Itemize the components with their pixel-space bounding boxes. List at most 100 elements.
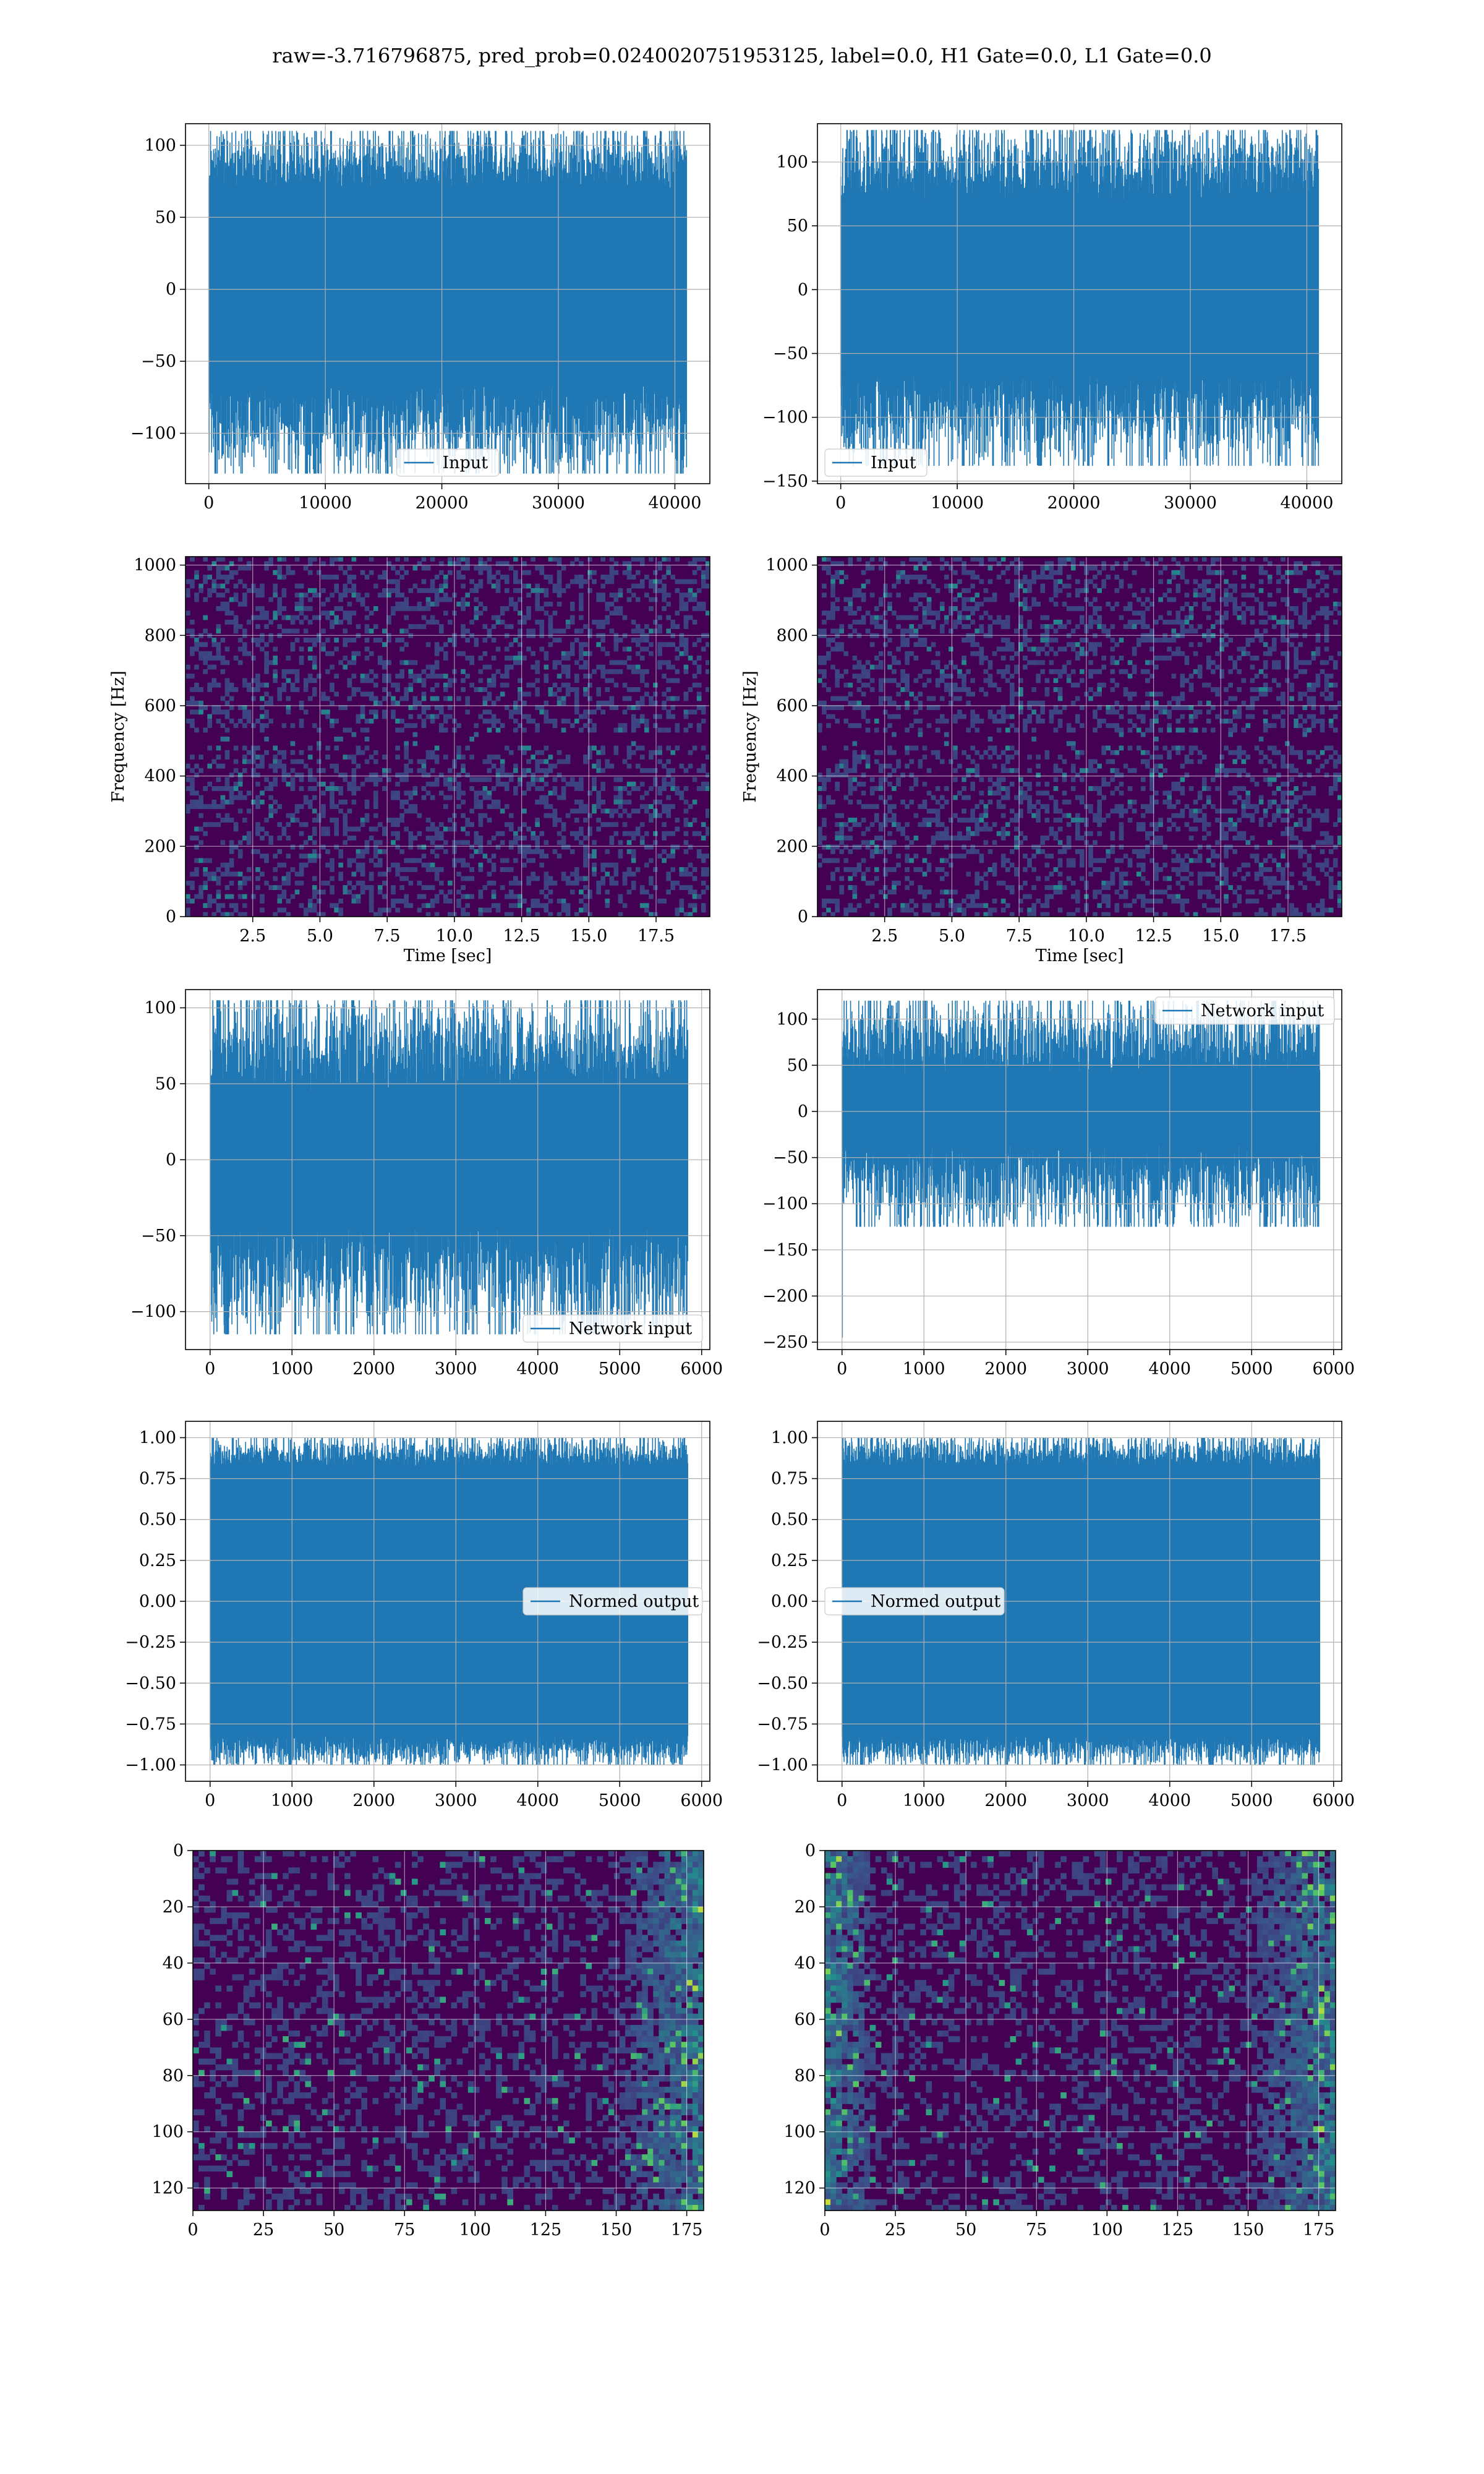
chart-r4c1: 0 1000 2000 3000 4000 5000 6000 −1.00 −0.75 −0.50…: [125, 1421, 723, 1810]
chart-r2c2: 2.5 5.0 7.5 10.0 12.5 15.0 17.5 0 200 400 600 800 10…: [741, 556, 1342, 965]
y-axis-label: Frequency [Hz]: [109, 670, 128, 802]
x-tick-label: 0: [835, 494, 846, 513]
y-tick-label: 60: [163, 2010, 184, 2029]
x-tick-label: 4000: [516, 1791, 559, 1810]
grid: [817, 557, 1342, 917]
y-tick-label: 80: [163, 2066, 184, 2086]
x-tick-label: 25: [253, 2220, 274, 2240]
y-tick-label: 0.50: [771, 1510, 808, 1530]
y-tick-label: 400: [776, 767, 808, 786]
y-tick-label: −250: [762, 1333, 808, 1352]
x-tick-label: 0: [837, 1359, 847, 1379]
y-tick-label: 0: [173, 1841, 184, 1860]
y-tick-label: 40: [163, 1954, 184, 1973]
y-tick-label: 0: [798, 1102, 808, 1121]
y-tick-label: 400: [144, 767, 176, 786]
y-tick-label: 200: [144, 837, 176, 856]
y-tick-label: 0.75: [771, 1470, 808, 1489]
x-tick-label: 125: [1162, 2220, 1194, 2240]
series-line-network-input: [842, 1000, 1320, 1338]
x-tick-label: 1000: [271, 1359, 313, 1379]
x-tick-label: 12.5: [1135, 927, 1172, 946]
y-tick-label: 600: [144, 696, 176, 716]
y-tick-label: −100: [762, 1194, 808, 1213]
y-tick-label: 0.00: [771, 1592, 808, 1611]
y-tick-label: −150: [762, 472, 808, 491]
x-tick-label: 6000: [1312, 1791, 1355, 1810]
legend: Normed output: [824, 1587, 1005, 1616]
x-tick-label: 1000: [271, 1791, 313, 1810]
x-tick-label: 2.5: [239, 927, 266, 946]
x-tick-label: 0: [187, 2220, 198, 2240]
x-tick-label: 20000: [1047, 494, 1101, 513]
axes-frame: [817, 556, 1342, 917]
x-tick-label: 0: [837, 1791, 847, 1810]
x-tick-label: 10.0: [1068, 927, 1105, 946]
y-tick-label: 100: [144, 998, 176, 1017]
x-tick-label: 5000: [599, 1791, 641, 1810]
plot-area: [817, 557, 1342, 917]
y-tick-label: −100: [130, 1303, 176, 1322]
y-tick-label: 1.00: [771, 1428, 808, 1447]
heatmap-cells: [186, 557, 710, 917]
x-tick-label: 2000: [352, 1791, 395, 1810]
y-tick-label: 50: [787, 216, 808, 236]
x-tick-label: 0: [203, 494, 214, 513]
chart-r1c1: 0 10000 20000 30000 40000 −100 −50 0 50 100 Input: [130, 123, 710, 513]
y-tick-label: 60: [795, 2010, 816, 2029]
y-tick-label: −50: [773, 344, 808, 363]
y-tick-label: −50: [773, 1149, 808, 1168]
y-axis-label: Frequency [Hz]: [741, 670, 760, 802]
x-tick-label: 4000: [516, 1359, 559, 1379]
y-tick-label: −1.00: [757, 1756, 808, 1775]
x-tick-label: 150: [600, 2220, 633, 2240]
y-tick-label: 0.50: [139, 1510, 176, 1530]
chart-r2c1: 2.5 5.0 7.5 10.0 12.5 15.0 17.5 0 200 400 600 800 10…: [109, 556, 710, 965]
y-tick-label: −50: [141, 352, 176, 371]
y-tick-label: −200: [762, 1286, 808, 1306]
chart-r5c1: 0 25 50 75 100 125 150 175 0 20 40 60 80 100 120: [151, 1841, 704, 2240]
y-tick-label: 0: [166, 280, 176, 299]
chart-r3c1: 0 1000 2000 3000 4000 5000 6000 −100 −50 0 50 100 Ne…: [130, 989, 723, 1379]
x-tick-label: 6000: [680, 1791, 723, 1810]
y-tick-label: 0.75: [139, 1470, 176, 1489]
x-tick-label: 125: [530, 2220, 562, 2240]
axes-frame: [192, 1850, 704, 2211]
chart-r5c2: 0 25 50 75 100 125 150 175 0 20 40 60 80 100 120: [783, 1841, 1336, 2240]
x-tick-label: 6000: [1312, 1359, 1355, 1379]
y-tick-label: 80: [795, 2066, 816, 2086]
y-tick-label: 50: [155, 208, 176, 227]
y-tick-label: 200: [776, 837, 808, 856]
plot-area: [193, 1851, 704, 2211]
y-tick-label: 50: [155, 1074, 176, 1094]
y-tick-label: −0.25: [757, 1633, 808, 1652]
y-tick-label: 0.25: [771, 1551, 808, 1570]
x-tick-label: 12.5: [503, 927, 540, 946]
chart-r1c2: 0 10000 20000 30000 40000 −150 −100 −50 0 50 100 In…: [762, 123, 1342, 513]
x-tick-label: 10000: [931, 494, 984, 513]
plot-area: [186, 557, 710, 917]
x-tick-label: 15.0: [1202, 927, 1239, 946]
y-tick-label: −0.25: [125, 1633, 176, 1652]
chart-r3c2: 0 1000 2000 3000 4000 5000 6000−250−200−150−10…: [762, 989, 1355, 1379]
legend-label: Input: [871, 453, 916, 473]
y-tick-label: 20: [163, 1898, 184, 1917]
y-tick-label: −1.00: [125, 1756, 176, 1775]
x-axis-label: Time [sec]: [1036, 946, 1124, 965]
axes-frame: [817, 123, 1342, 484]
series-band: [210, 1091, 688, 1224]
axes-frame: [824, 1850, 1336, 2211]
x-tick-label: 5000: [1230, 1791, 1273, 1810]
grid: [817, 124, 1342, 484]
legend: Network input: [522, 1314, 703, 1343]
x-tick-label: 1000: [903, 1791, 945, 1810]
x-tick-label: 2.5: [871, 927, 898, 946]
x-tick-label: 2000: [352, 1359, 395, 1379]
grid: [186, 990, 710, 1350]
x-tick-label: 17.5: [1269, 927, 1307, 946]
x-tick-label: 50: [955, 2220, 976, 2240]
x-tick-label: 3000: [1067, 1359, 1109, 1379]
x-tick-label: 4000: [1148, 1359, 1191, 1379]
x-tick-label: 75: [1026, 2220, 1047, 2240]
plot-area: [208, 131, 688, 474]
